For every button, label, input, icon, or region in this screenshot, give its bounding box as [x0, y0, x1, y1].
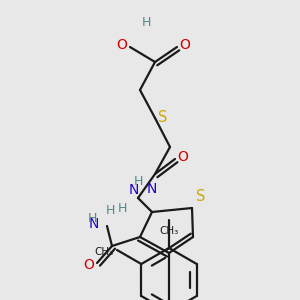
Text: H: H — [87, 212, 97, 226]
Text: H: H — [141, 16, 151, 28]
Text: N: N — [129, 183, 139, 197]
Text: H: H — [105, 203, 115, 217]
Text: H: H — [117, 202, 127, 215]
Text: O: O — [84, 258, 94, 272]
Text: N: N — [88, 217, 99, 231]
Text: N: N — [147, 182, 157, 196]
Text: S: S — [196, 189, 206, 204]
Text: CH₃: CH₃ — [159, 226, 178, 236]
Text: O: O — [180, 38, 190, 52]
Text: S: S — [158, 110, 167, 124]
Text: O: O — [117, 38, 128, 52]
Text: H: H — [133, 175, 143, 188]
Text: CH₃: CH₃ — [95, 247, 114, 257]
Text: O: O — [178, 150, 188, 164]
